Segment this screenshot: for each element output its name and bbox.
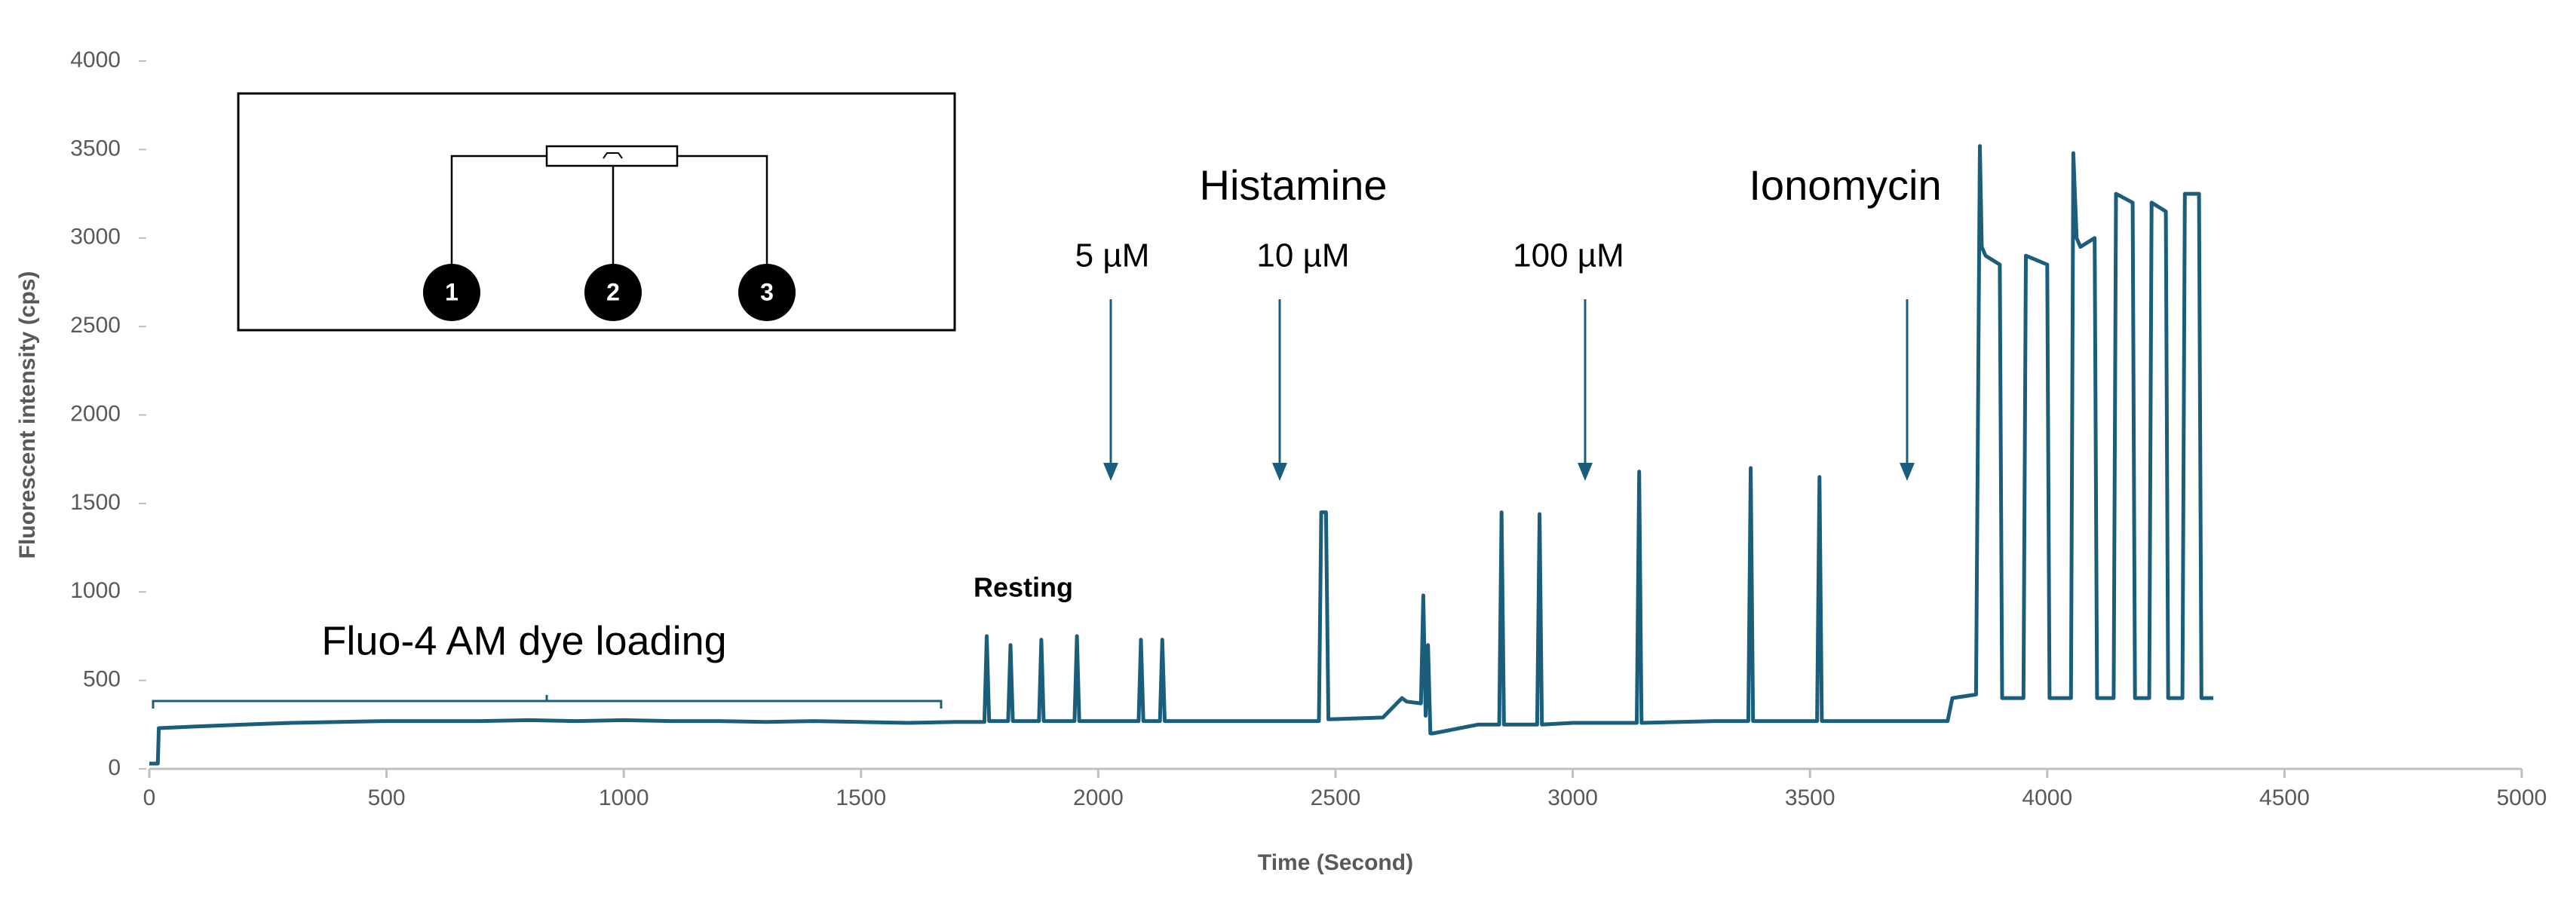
x-tick-label: 2000 bbox=[1073, 785, 1124, 810]
y-tick-label: 4000 bbox=[70, 47, 121, 72]
data-line bbox=[149, 144, 2213, 766]
y-tick-label: 3500 bbox=[70, 136, 121, 161]
x-tick-label: 1500 bbox=[836, 785, 886, 810]
x-tick-label: 0 bbox=[143, 785, 156, 810]
annotation: Resting bbox=[974, 572, 1073, 603]
x-tick-label: 3500 bbox=[1785, 785, 1835, 810]
annotation: 5 µM bbox=[1075, 237, 1150, 274]
inset-box bbox=[237, 92, 956, 332]
x-tick-label: 2500 bbox=[1311, 785, 1361, 810]
arrows bbox=[1103, 299, 1915, 481]
x-tick-label: 3000 bbox=[1547, 785, 1598, 810]
y-axis-title: Fluorescent intensity (cps) bbox=[15, 271, 40, 559]
y-tick-label: 1000 bbox=[70, 578, 121, 603]
inset-notch bbox=[603, 152, 623, 159]
arrow-head bbox=[1103, 463, 1118, 481]
x-tick-label: 4500 bbox=[2259, 785, 2310, 810]
arrow-head bbox=[1578, 463, 1593, 481]
inset-label: 1 bbox=[445, 278, 458, 305]
inset-label: 2 bbox=[606, 278, 620, 305]
arrow-head bbox=[1900, 463, 1915, 481]
annotation: Histamine bbox=[1200, 161, 1388, 209]
inset-label: 3 bbox=[760, 278, 774, 305]
inset-resistor bbox=[545, 145, 679, 167]
inset-node bbox=[423, 264, 480, 321]
x-axis-title: Time (Second) bbox=[1258, 850, 1413, 875]
y-tick-label: 2000 bbox=[70, 401, 121, 426]
annotation: 10 µM bbox=[1256, 237, 1349, 274]
annotation: 100 µM bbox=[1513, 237, 1624, 274]
bracket bbox=[152, 700, 943, 709]
annotation: Ionomycin bbox=[1749, 161, 1941, 209]
arrow-head bbox=[1272, 463, 1287, 481]
y-tick-label: 0 bbox=[108, 755, 121, 780]
x-tick-label: 1000 bbox=[599, 785, 649, 810]
inset-node bbox=[738, 264, 796, 321]
x-tick-label: 5000 bbox=[2497, 785, 2547, 810]
x-tick-label: 4000 bbox=[2022, 785, 2072, 810]
y-tick-label: 3000 bbox=[70, 225, 121, 250]
x-tick-label: 500 bbox=[368, 785, 406, 810]
inset-node bbox=[584, 264, 642, 321]
y-tick-label: 2500 bbox=[70, 313, 121, 338]
annotation: Fluo-4 AM dye loading bbox=[321, 618, 726, 663]
y-tick-label: 1500 bbox=[70, 490, 121, 515]
y-tick-label: 500 bbox=[83, 667, 121, 692]
